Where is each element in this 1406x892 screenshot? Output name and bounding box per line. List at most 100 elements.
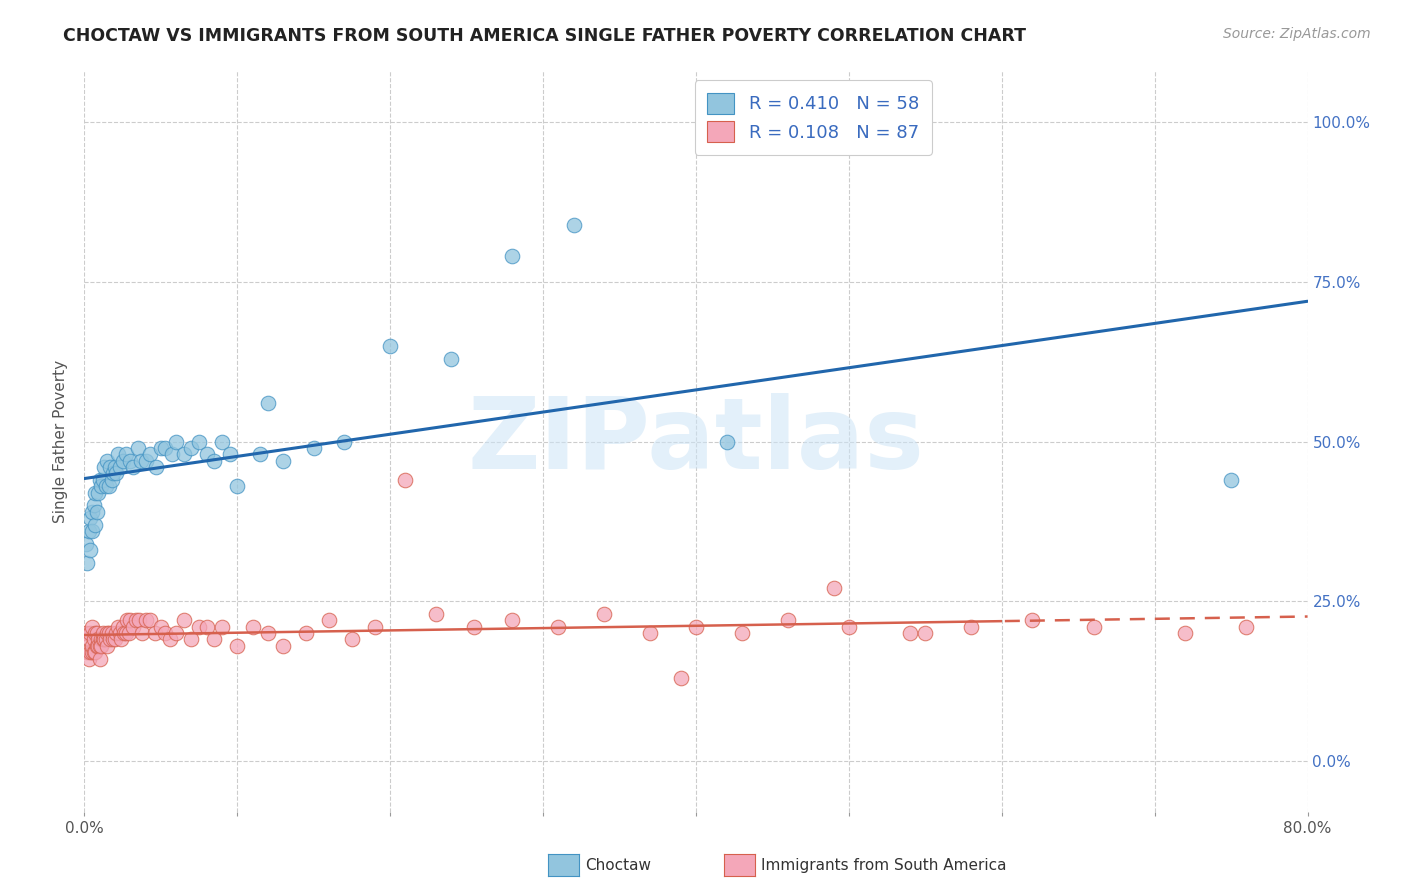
Point — [108, 626, 131, 640]
Point — [91, 473, 114, 487]
Point — [107, 447, 129, 461]
Point — [318, 613, 340, 627]
Text: CHOCTAW VS IMMIGRANTS FROM SOUTH AMERICA SINGLE FATHER POVERTY CORRELATION CHART: CHOCTAW VS IMMIGRANTS FROM SOUTH AMERICA… — [63, 27, 1026, 45]
Point — [1220, 473, 1243, 487]
Point — [1083, 619, 1105, 633]
Point — [202, 453, 225, 467]
Point — [364, 619, 387, 633]
Point — [173, 447, 195, 461]
Point — [114, 447, 136, 461]
Point — [195, 447, 218, 461]
Y-axis label: Single Father Poverty: Single Father Poverty — [53, 360, 69, 523]
Point — [89, 651, 111, 665]
Point — [173, 613, 195, 627]
Point — [87, 632, 110, 647]
Point — [77, 632, 100, 647]
Point — [97, 626, 120, 640]
Point — [226, 479, 249, 493]
Point — [160, 447, 183, 461]
Point — [125, 613, 148, 627]
Point — [96, 626, 118, 640]
Point — [76, 556, 98, 570]
Point — [562, 218, 585, 232]
Point — [211, 434, 233, 449]
Point — [93, 632, 115, 647]
Point — [139, 613, 162, 627]
Point — [502, 613, 524, 627]
Point — [98, 632, 121, 647]
Point — [80, 505, 103, 519]
Point — [83, 645, 105, 659]
Point — [79, 543, 101, 558]
Point — [1236, 619, 1258, 633]
Point — [104, 460, 127, 475]
Point — [838, 619, 860, 633]
Point — [122, 619, 145, 633]
Text: Source: ZipAtlas.com: Source: ZipAtlas.com — [1223, 27, 1371, 41]
Text: Immigrants from South America: Immigrants from South America — [761, 858, 1007, 872]
Point — [105, 626, 128, 640]
Point — [86, 626, 108, 640]
Point — [149, 441, 172, 455]
Point — [226, 639, 249, 653]
Point — [77, 524, 100, 538]
Point — [271, 639, 294, 653]
Point — [122, 460, 145, 475]
Point — [87, 485, 110, 500]
Point — [90, 639, 112, 653]
Point — [211, 619, 233, 633]
Point — [91, 626, 114, 640]
Point — [83, 632, 105, 647]
Point — [93, 460, 115, 475]
Point — [502, 250, 524, 264]
Point — [89, 639, 111, 653]
Point — [202, 632, 225, 647]
Point — [98, 460, 121, 475]
Point — [129, 453, 152, 467]
Point — [107, 619, 129, 633]
Point — [91, 632, 114, 647]
Point — [84, 645, 107, 659]
Point — [111, 619, 134, 633]
Point — [84, 517, 107, 532]
Point — [155, 441, 177, 455]
Point — [180, 441, 202, 455]
Point — [103, 632, 125, 647]
Point — [120, 613, 142, 627]
Point — [135, 613, 157, 627]
Point — [97, 479, 120, 493]
Point — [112, 626, 135, 640]
Point — [80, 619, 103, 633]
Point — [195, 619, 218, 633]
Point — [960, 619, 983, 633]
Point — [128, 613, 150, 627]
Point — [1021, 613, 1043, 627]
Point — [1174, 626, 1197, 640]
Point — [823, 582, 845, 596]
Point — [394, 473, 416, 487]
Point — [143, 626, 166, 640]
Point — [84, 626, 107, 640]
Point — [80, 645, 103, 659]
Point — [84, 485, 107, 500]
Point — [80, 639, 103, 653]
Point — [218, 447, 240, 461]
Point — [135, 453, 157, 467]
Point — [110, 632, 132, 647]
Point — [340, 632, 363, 647]
Point — [242, 619, 264, 633]
Point — [145, 460, 167, 475]
Point — [155, 626, 177, 640]
Point — [669, 671, 692, 685]
Point — [77, 651, 100, 665]
Point — [103, 467, 125, 481]
Point — [86, 639, 108, 653]
Point — [75, 536, 97, 550]
Point — [440, 351, 463, 366]
Point — [87, 639, 110, 653]
Point — [104, 632, 127, 647]
Point — [914, 626, 936, 640]
Point — [114, 626, 136, 640]
Point — [463, 619, 485, 633]
Point — [105, 467, 128, 481]
